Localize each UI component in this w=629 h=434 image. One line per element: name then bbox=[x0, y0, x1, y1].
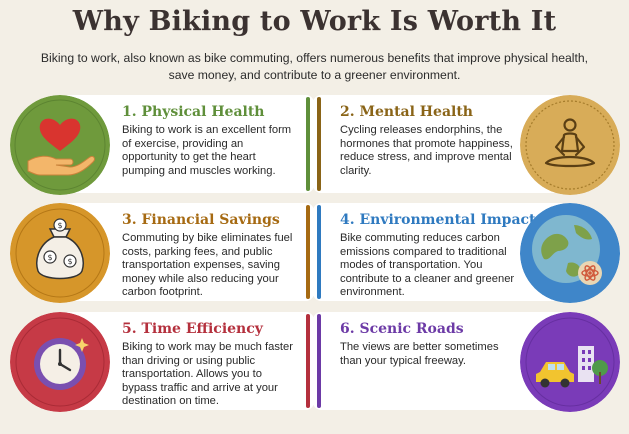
page-subtitle: Biking to work, also known as bike commu… bbox=[40, 51, 589, 82]
benefit-title: 4. Environmental Impact bbox=[340, 212, 536, 228]
globe-icon bbox=[520, 203, 620, 303]
accent-bar bbox=[306, 97, 310, 191]
clock-icon bbox=[10, 312, 110, 412]
benefit-description: Cycling releases endorphins, the hormone… bbox=[340, 124, 513, 177]
svg-text:$: $ bbox=[47, 253, 52, 262]
benefit-card-mental-health: 2. Mental Health Cycling releases endorp… bbox=[313, 95, 567, 193]
accent-bar bbox=[317, 314, 321, 408]
accent-bar bbox=[306, 314, 310, 408]
benefit-description: Bike commuting reduces carbon emissions … bbox=[340, 232, 515, 298]
benefit-title: 5. Time Efficiency bbox=[122, 321, 263, 337]
benefit-description: Biking to work is an excellent form of e… bbox=[122, 124, 292, 177]
money-bag-icon: $ $ $ bbox=[10, 203, 110, 303]
benefit-title: 3. Financial Savings bbox=[122, 212, 280, 228]
benefit-description: Commuting by bike eliminates fuel costs,… bbox=[122, 232, 293, 298]
scenic-road-icon bbox=[520, 312, 620, 412]
heart-in-hand-icon bbox=[10, 95, 110, 195]
meditation-icon bbox=[520, 95, 620, 195]
benefit-description: Biking to work may be much faster than d… bbox=[122, 341, 293, 407]
benefit-title: 1. Physical Health bbox=[122, 104, 265, 120]
svg-text:$: $ bbox=[57, 221, 62, 230]
accent-bar bbox=[317, 205, 321, 299]
page-title: Why Biking to Work Is Worth It bbox=[72, 6, 557, 37]
benefit-description: The views are better sometimes than your… bbox=[340, 341, 499, 367]
accent-bar bbox=[317, 97, 321, 191]
benefit-card-scenic-roads: 6. Scenic Roads The views are better som… bbox=[313, 312, 567, 410]
benefit-title: 2. Mental Health bbox=[340, 104, 473, 120]
accent-bar bbox=[306, 205, 310, 299]
svg-text:$: $ bbox=[67, 257, 72, 266]
benefit-card-financial-savings: 3. Financial Savings Commuting by bike e… bbox=[60, 203, 314, 301]
benefit-title: 6. Scenic Roads bbox=[340, 321, 464, 337]
